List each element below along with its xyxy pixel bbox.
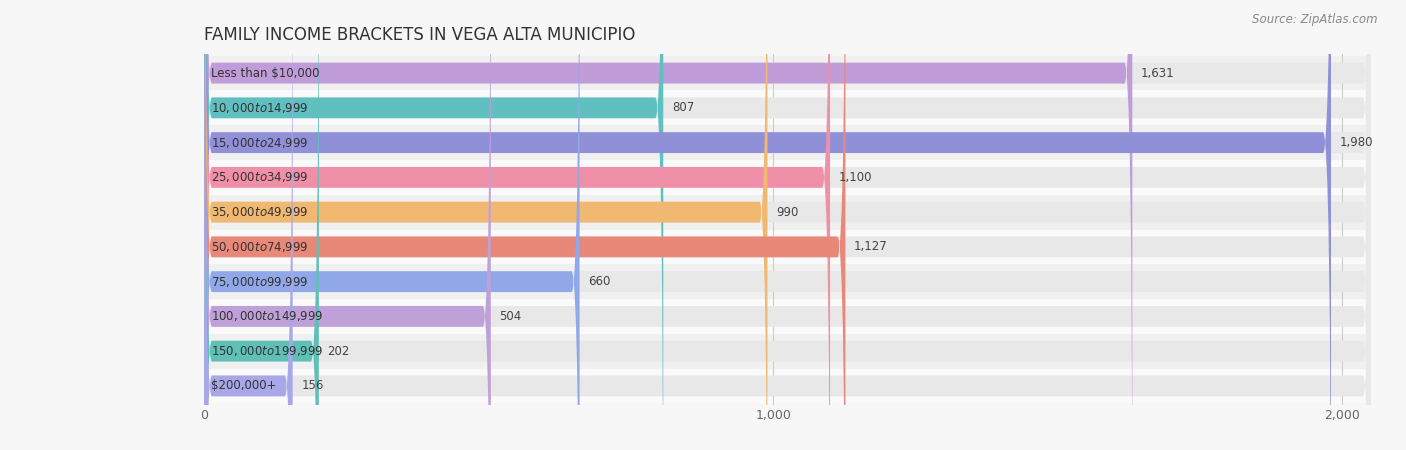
FancyBboxPatch shape <box>204 0 1132 450</box>
FancyBboxPatch shape <box>204 0 1371 450</box>
Text: 1,127: 1,127 <box>853 240 887 253</box>
FancyBboxPatch shape <box>176 369 1399 403</box>
Text: $100,000 to $149,999: $100,000 to $149,999 <box>211 310 323 324</box>
FancyBboxPatch shape <box>204 0 1371 450</box>
FancyBboxPatch shape <box>176 230 1399 264</box>
Text: Source: ZipAtlas.com: Source: ZipAtlas.com <box>1253 14 1378 27</box>
Text: FAMILY INCOME BRACKETS IN VEGA ALTA MUNICIPIO: FAMILY INCOME BRACKETS IN VEGA ALTA MUNI… <box>204 26 636 44</box>
Text: 1,631: 1,631 <box>1140 67 1174 80</box>
Text: $15,000 to $24,999: $15,000 to $24,999 <box>211 135 308 149</box>
FancyBboxPatch shape <box>176 334 1399 369</box>
FancyBboxPatch shape <box>204 0 491 450</box>
Text: $200,000+: $200,000+ <box>211 379 276 392</box>
Text: $150,000 to $199,999: $150,000 to $199,999 <box>211 344 323 358</box>
FancyBboxPatch shape <box>204 0 1331 450</box>
FancyBboxPatch shape <box>176 56 1399 90</box>
Text: 660: 660 <box>588 275 610 288</box>
Text: 1,100: 1,100 <box>838 171 872 184</box>
FancyBboxPatch shape <box>176 264 1399 299</box>
Text: $50,000 to $74,999: $50,000 to $74,999 <box>211 240 308 254</box>
FancyBboxPatch shape <box>204 0 579 450</box>
FancyBboxPatch shape <box>204 0 768 450</box>
FancyBboxPatch shape <box>204 0 1371 450</box>
FancyBboxPatch shape <box>204 0 1371 450</box>
FancyBboxPatch shape <box>176 299 1399 334</box>
FancyBboxPatch shape <box>204 0 664 450</box>
Text: 156: 156 <box>301 379 323 392</box>
FancyBboxPatch shape <box>204 0 845 450</box>
Text: $35,000 to $49,999: $35,000 to $49,999 <box>211 205 308 219</box>
FancyBboxPatch shape <box>204 0 1371 450</box>
FancyBboxPatch shape <box>204 0 1371 450</box>
FancyBboxPatch shape <box>204 0 1371 450</box>
FancyBboxPatch shape <box>176 125 1399 160</box>
FancyBboxPatch shape <box>176 90 1399 125</box>
Text: $25,000 to $34,999: $25,000 to $34,999 <box>211 171 308 184</box>
FancyBboxPatch shape <box>204 0 292 450</box>
Text: 202: 202 <box>328 345 350 358</box>
Text: 807: 807 <box>672 101 695 114</box>
FancyBboxPatch shape <box>204 0 319 450</box>
Text: Less than $10,000: Less than $10,000 <box>211 67 319 80</box>
FancyBboxPatch shape <box>176 195 1399 230</box>
FancyBboxPatch shape <box>204 0 830 450</box>
Text: $10,000 to $14,999: $10,000 to $14,999 <box>211 101 308 115</box>
Text: 990: 990 <box>776 206 799 219</box>
FancyBboxPatch shape <box>204 0 1371 450</box>
Text: 504: 504 <box>499 310 522 323</box>
Text: $75,000 to $99,999: $75,000 to $99,999 <box>211 274 308 288</box>
FancyBboxPatch shape <box>204 0 1371 450</box>
Text: 1,980: 1,980 <box>1340 136 1374 149</box>
FancyBboxPatch shape <box>176 160 1399 195</box>
FancyBboxPatch shape <box>204 0 1371 450</box>
